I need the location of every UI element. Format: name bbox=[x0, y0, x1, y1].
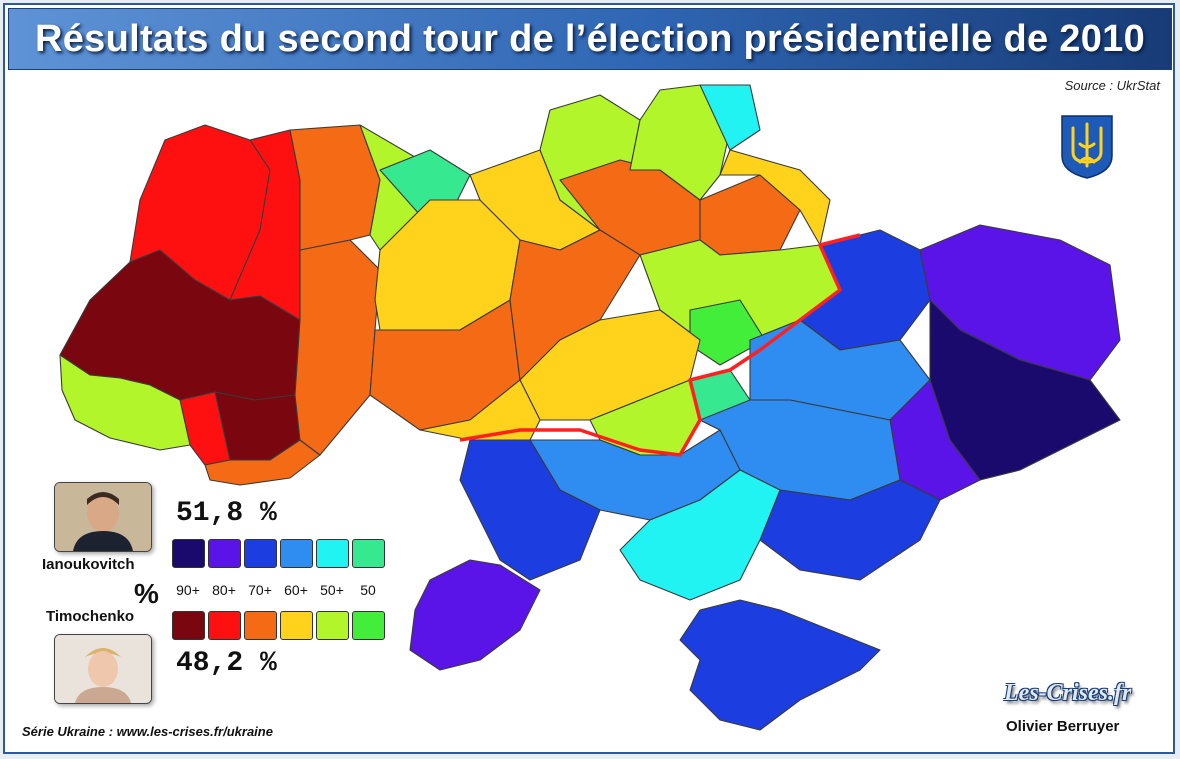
swatch-blue-60 bbox=[280, 539, 313, 568]
series-link-text: Série Ukraine : www.les-crises.fr/ukrain… bbox=[22, 724, 273, 739]
swatch-red-50 bbox=[316, 611, 349, 640]
swatch-blue-70 bbox=[244, 539, 277, 568]
tick-label: 50 bbox=[360, 582, 376, 598]
tick-label: 80+ bbox=[212, 582, 236, 598]
source-label: Source : UkrStat bbox=[1064, 78, 1160, 93]
portrait-icon bbox=[55, 483, 151, 551]
region-khmelnytskyi bbox=[294, 239, 381, 456]
yanukovych-name: Ianoukovitch bbox=[42, 556, 135, 573]
page-title: Résultats du second tour de l’élection p… bbox=[34, 17, 1146, 60]
region-sumy-cyan bbox=[699, 84, 761, 151]
tick-label: 90+ bbox=[176, 582, 200, 598]
percent-sign: % bbox=[134, 578, 159, 609]
tick-label: 50+ bbox=[320, 582, 344, 598]
les-crises-logo: Les-Crises.fr bbox=[1004, 680, 1132, 706]
swatch-red-60 bbox=[280, 611, 313, 640]
region-kherson bbox=[619, 469, 781, 601]
region-kirovohrad bbox=[519, 309, 701, 421]
swatch-blue-50 bbox=[316, 539, 349, 568]
title-bar: Résultats du second tour de l’élection p… bbox=[8, 8, 1172, 70]
yanukovych-photo bbox=[54, 482, 152, 552]
region-kyiv-green bbox=[379, 149, 471, 216]
tymoshenko-photo bbox=[54, 634, 152, 704]
swatch-blue-90 bbox=[172, 539, 205, 568]
region-crimea bbox=[679, 599, 881, 731]
tymoshenko-color-scale bbox=[172, 611, 388, 640]
tymoshenko-percent: 48,2 % bbox=[176, 648, 277, 679]
swatch-red-90 bbox=[172, 611, 205, 640]
swatch-blue-80 bbox=[208, 539, 241, 568]
region-odesa-south bbox=[409, 559, 541, 671]
swatch-red-50-under bbox=[352, 611, 385, 640]
tick-label: 70+ bbox=[248, 582, 272, 598]
legend-ticks: 90+ 80+ 70+ 60+ 50+ 50 bbox=[170, 582, 386, 598]
tymoshenko-name: Timochenko bbox=[46, 608, 135, 625]
region-zaporizhzhia bbox=[759, 479, 941, 581]
trident-coat-of-arms-icon bbox=[1061, 115, 1113, 179]
electoral-divide-line bbox=[459, 233, 861, 457]
portrait-icon bbox=[55, 635, 151, 703]
author-name: Olivier Berruyer bbox=[1006, 718, 1120, 735]
region-zakarpattia bbox=[59, 354, 191, 451]
yanukovych-color-scale bbox=[172, 539, 388, 568]
region-odesa bbox=[459, 439, 601, 581]
region-sumy-east bbox=[719, 149, 831, 246]
swatch-red-80 bbox=[208, 611, 241, 640]
swatch-blue-50-under bbox=[352, 539, 385, 568]
yanukovych-percent: 51,8 % bbox=[176, 498, 277, 529]
swatch-red-70 bbox=[244, 611, 277, 640]
tick-label: 60+ bbox=[284, 582, 308, 598]
